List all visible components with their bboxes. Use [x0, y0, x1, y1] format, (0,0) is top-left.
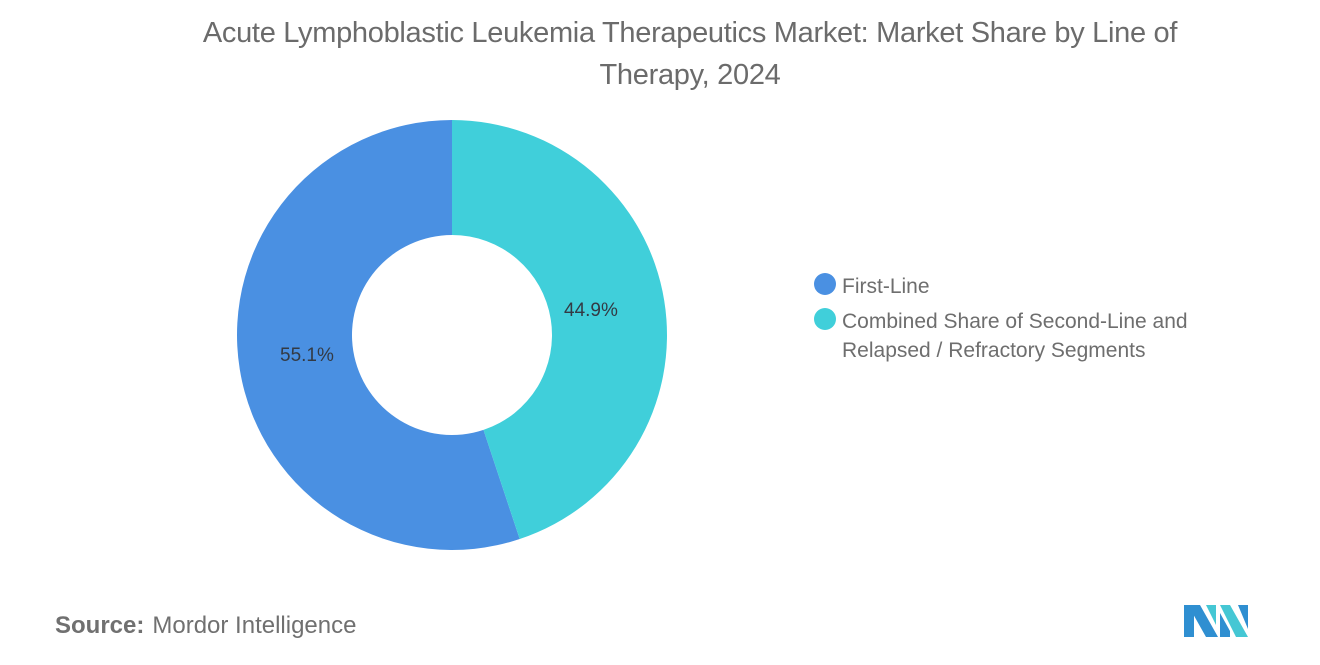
legend-swatch-icon	[814, 273, 836, 295]
legend-label: First-Line	[842, 275, 930, 298]
slice-label-second-line: 44.9%	[564, 300, 618, 321]
legend-swatch-icon	[814, 308, 836, 330]
chart-title-line-2: Therapy, 2024	[599, 59, 781, 91]
chart-title: Acute Lymphoblastic Leukemia Therapeutic…	[120, 12, 1260, 96]
legend: First-Line Combined Share of Second-Line…	[814, 272, 1222, 371]
slice-label-first-line: 55.1%	[280, 345, 334, 366]
donut-chart	[236, 120, 667, 551]
donut-slice-first-line[interactable]	[236, 120, 520, 551]
source-key: Source:	[55, 612, 145, 639]
mordor-logo-icon	[1184, 605, 1248, 637]
source-value: Mordor Intelligence	[152, 612, 357, 639]
source-note: Source: Mordor Intelligence	[55, 612, 356, 640]
chart-title-line-1: Acute Lymphoblastic Leukemia Therapeutic…	[202, 17, 1178, 49]
legend-item-first-line[interactable]: First-Line	[814, 272, 1222, 301]
donut-slice-second-line-relapsed[interactable]	[452, 120, 667, 540]
legend-label: Combined Share of Second-Line and Relaps…	[842, 310, 1188, 362]
legend-item-second-line-relapsed[interactable]: Combined Share of Second-Line and Relaps…	[814, 307, 1222, 365]
